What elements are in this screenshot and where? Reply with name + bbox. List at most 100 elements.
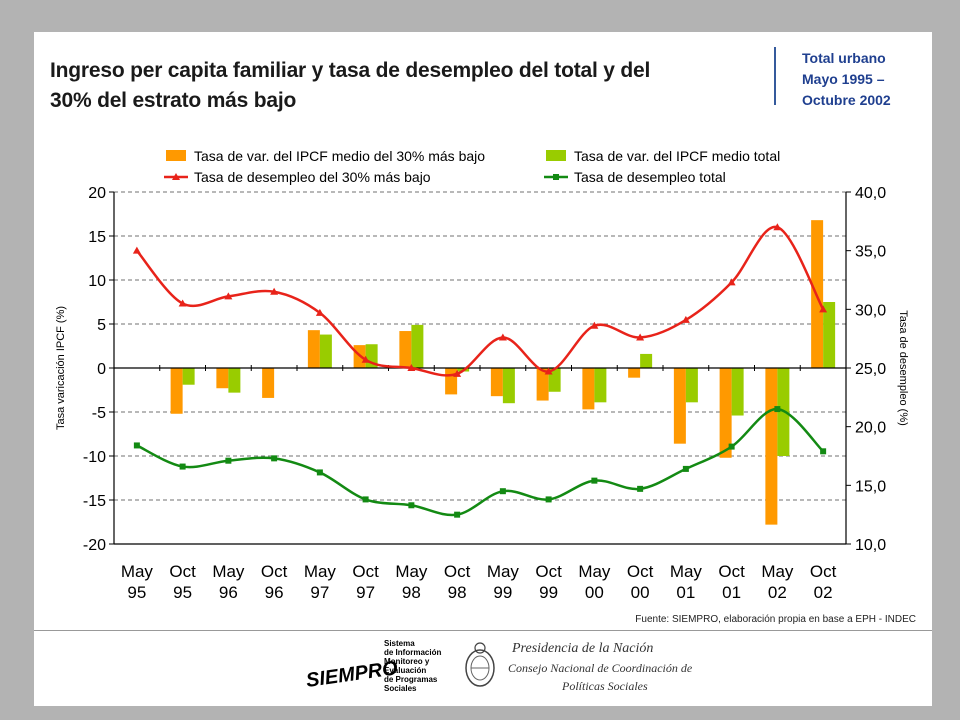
point-0-8: [498, 333, 507, 341]
tick-labels: 20 15 10 5 0 -5 -10 -15 -20 40,0 35,0 30,0 25,0 20,0 1…: [55, 185, 909, 602]
x-tick-label-top-10: May: [578, 562, 611, 581]
x-tick-label-top-0: May: [121, 562, 154, 581]
point-0-1: [178, 299, 187, 307]
legend-swatch-1: [546, 150, 566, 161]
bar-0-8: [490, 368, 503, 397]
point-1-2: [225, 457, 232, 464]
point-1-9: [545, 496, 552, 503]
x-tick-label-top-15: Oct: [810, 562, 837, 581]
bar-1-8: [502, 368, 515, 404]
y-tick-label-1: 15: [88, 229, 106, 246]
point-1-15: [820, 448, 827, 455]
bar-0-9: [536, 368, 549, 401]
point-1-12: [682, 465, 689, 472]
legend-label-1: Tasa de var. del IPCF medio total: [574, 148, 780, 164]
point-1-11: [637, 485, 644, 492]
presidencia-line-1: Presidencia de la Nación: [511, 641, 653, 656]
period-line-3: Octubre 2002: [802, 92, 891, 108]
siempro-caption-line-3: Evaluación: [384, 666, 426, 675]
bar-1-11: [640, 353, 653, 368]
bar-0-10: [582, 368, 595, 410]
grid: [114, 191, 846, 501]
siempro-caption-line-5: Sociales: [384, 684, 417, 693]
x-tick-label-bottom-12: 01: [676, 583, 695, 602]
bar-1-4: [319, 334, 332, 368]
x-tick-label-bottom-1: 95: [173, 583, 192, 602]
point-0-14: [773, 223, 782, 231]
x-tick-label-bottom-8: 99: [493, 583, 512, 602]
x-tick-label-top-11: Oct: [627, 562, 654, 581]
x-tick-label-bottom-3: 96: [265, 583, 284, 602]
bar-0-12: [673, 368, 686, 444]
bar-0-2: [216, 368, 229, 389]
bar-1-1: [182, 368, 195, 385]
point-0-7: [453, 369, 462, 377]
legend: Tasa de var. del IPCF medio del 30% más …: [164, 148, 780, 185]
x-tick-label-bottom-6: 98: [402, 583, 421, 602]
x-tick-label-bottom-14: 02: [768, 583, 787, 602]
x-tick-label-top-2: May: [212, 562, 245, 581]
point-1-7: [454, 511, 461, 518]
presidencia-line-2: Consejo Nacional de Coordinación de: [508, 661, 693, 675]
bar-0-3: [262, 368, 275, 398]
point-0-2: [224, 292, 233, 300]
bar-1-13: [731, 368, 744, 416]
point-1-6: [408, 502, 415, 509]
x-tick-label-top-5: Oct: [352, 562, 379, 581]
slide: Ingreso per capita familiar y tasa de de…: [34, 32, 932, 706]
point-1-1: [179, 463, 186, 470]
title-line-1: Ingreso per capita familiar y tasa de de…: [50, 59, 651, 82]
x-tick-label-top-3: Oct: [261, 562, 288, 581]
y-tick-label-7: -15: [83, 493, 106, 510]
y2-tick-label-6: 10,0: [855, 537, 886, 554]
bars: [170, 220, 836, 525]
x-tick-label-bottom-15: 02: [814, 583, 833, 602]
bar-1-2: [228, 368, 241, 393]
bar-1-15: [823, 302, 836, 368]
y-tick-label-3: 5: [97, 317, 106, 334]
x-tick-label-top-4: May: [304, 562, 337, 581]
point-1-4: [316, 469, 323, 476]
chart: Tasa de var. del IPCF medio del 30% más …: [55, 148, 909, 602]
presidencia-line-3: Políticas Sociales: [561, 679, 648, 693]
point-0-13: [727, 278, 736, 286]
series-line-0: [135, 225, 825, 377]
y2-tick-label-1: 35,0: [855, 244, 886, 261]
bar-1-10: [594, 368, 607, 403]
period-box: Total urbano Mayo 1995 – Octubre 2002: [802, 48, 891, 111]
point-1-14: [774, 406, 781, 413]
x-tick-label-bottom-11: 00: [631, 583, 650, 602]
x-tick-label-top-14: May: [761, 562, 794, 581]
point-1-5: [362, 496, 369, 503]
y2-tick-label-0: 40,0: [855, 185, 886, 202]
y2-tick-label-4: 20,0: [855, 420, 886, 437]
x-tick-label-top-13: Oct: [718, 562, 745, 581]
x-tick-label-bottom-4: 97: [310, 583, 329, 602]
bar-0-14: [765, 368, 778, 525]
bar-0-13: [719, 368, 732, 458]
x-tick-label-bottom-9: 99: [539, 583, 558, 602]
x-tick-label-bottom-10: 00: [585, 583, 604, 602]
x-tick-label-bottom-2: 96: [219, 583, 238, 602]
point-1-13: [728, 443, 735, 450]
series-line-1: [136, 407, 825, 517]
bar-0-6: [399, 331, 412, 368]
y2-tick-label-3: 25,0: [855, 361, 886, 378]
period-line-2: Mayo 1995 –: [802, 71, 885, 87]
siempro-caption-line-2: Monitoreo y: [384, 657, 430, 666]
point-0-9: [544, 367, 553, 375]
legend-label-2: Tasa de desempleo del 30% más bajo: [194, 169, 431, 185]
legend-marker-2: [172, 173, 180, 180]
axes: [109, 191, 851, 545]
y2-axis-title: Tasa de desempleo (%): [897, 310, 909, 426]
x-tick-label-bottom-13: 01: [722, 583, 741, 602]
y2-tick-label-2: 30,0: [855, 302, 886, 319]
y-tick-label-8: -20: [83, 537, 106, 554]
point-1-0: [133, 442, 140, 449]
x-tick-label-top-9: Oct: [535, 562, 562, 581]
siempro-caption-line-0: Sistema: [384, 639, 415, 648]
x-tick-label-top-7: Oct: [444, 562, 471, 581]
legend-label-0: Tasa de var. del IPCF medio del 30% más …: [194, 148, 485, 164]
